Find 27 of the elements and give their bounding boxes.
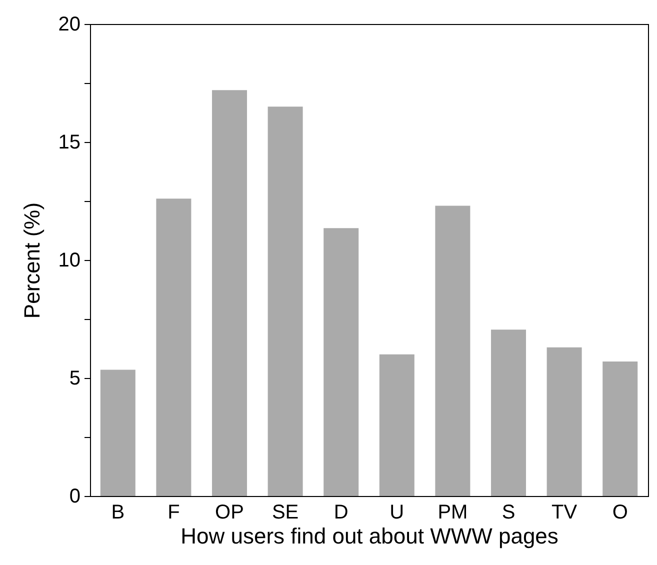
y-tick-label: 5 <box>69 368 80 390</box>
bar <box>324 228 359 496</box>
x-axis-title: How users find out about WWW pages <box>180 524 558 548</box>
x-tick-label: F <box>168 502 180 524</box>
y-tick-label: 15 <box>58 132 80 154</box>
x-tick-label: OP <box>215 502 244 524</box>
x-tick-label: S <box>502 502 516 524</box>
y-tick-label: 10 <box>58 250 80 272</box>
x-tick-label: B <box>111 502 125 524</box>
bar <box>212 90 247 496</box>
y-axis-title: Percent (%) <box>19 202 44 319</box>
bar <box>379 354 414 496</box>
bar <box>546 347 582 496</box>
x-tick-label: D <box>334 502 348 524</box>
y-tick-label: 0 <box>69 486 80 508</box>
x-tick-label: SE <box>272 502 299 524</box>
x-tick-label: TV <box>552 502 578 524</box>
x-tick-label: U <box>390 502 404 524</box>
bar <box>100 370 136 496</box>
x-tick-label: O <box>612 502 628 524</box>
bar <box>268 106 303 496</box>
y-tick-label: 20 <box>58 14 80 36</box>
bar <box>602 361 638 496</box>
bar <box>435 206 470 496</box>
x-tick-label: PM <box>438 502 468 524</box>
bar <box>156 198 192 496</box>
bar <box>491 330 526 496</box>
